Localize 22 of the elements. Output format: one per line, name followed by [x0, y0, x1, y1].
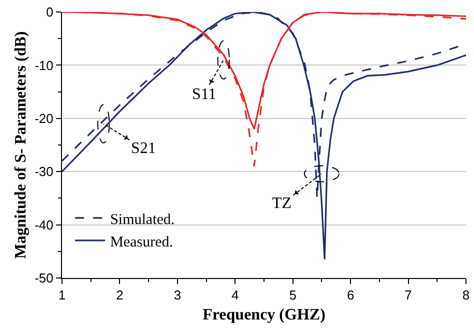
x-tick-label: 3 — [174, 288, 182, 303]
y-axis-title: Magnitude of S- Parameters (dB) — [12, 31, 30, 259]
y-tick-label: -50 — [34, 270, 54, 286]
x-tick-label: 1 — [58, 288, 66, 303]
x-tick-label: 8 — [462, 288, 470, 303]
legend-label: Simulated. — [110, 212, 175, 228]
annotation: TZ — [272, 195, 292, 212]
x-tick-label: 2 — [116, 288, 124, 303]
y-tick-label: -10 — [34, 58, 54, 73]
y-tick-label: 0 — [46, 4, 54, 20]
y-tick-label: -40 — [34, 217, 54, 232]
x-axis-title: Frequency (GHZ) — [202, 306, 326, 324]
y-tick-label: -30 — [34, 164, 54, 180]
x-tick-label: 6 — [346, 288, 354, 303]
annotation: S21 — [131, 140, 156, 157]
legend-label: Measured. — [110, 234, 173, 250]
x-tick-label: 7 — [404, 288, 412, 303]
line-series — [62, 12, 466, 260]
x-tick-label: 4 — [232, 288, 239, 303]
annotation: S11 — [192, 86, 216, 103]
y-tick-label: -20 — [34, 110, 54, 126]
x-tick-label: 5 — [289, 288, 296, 303]
